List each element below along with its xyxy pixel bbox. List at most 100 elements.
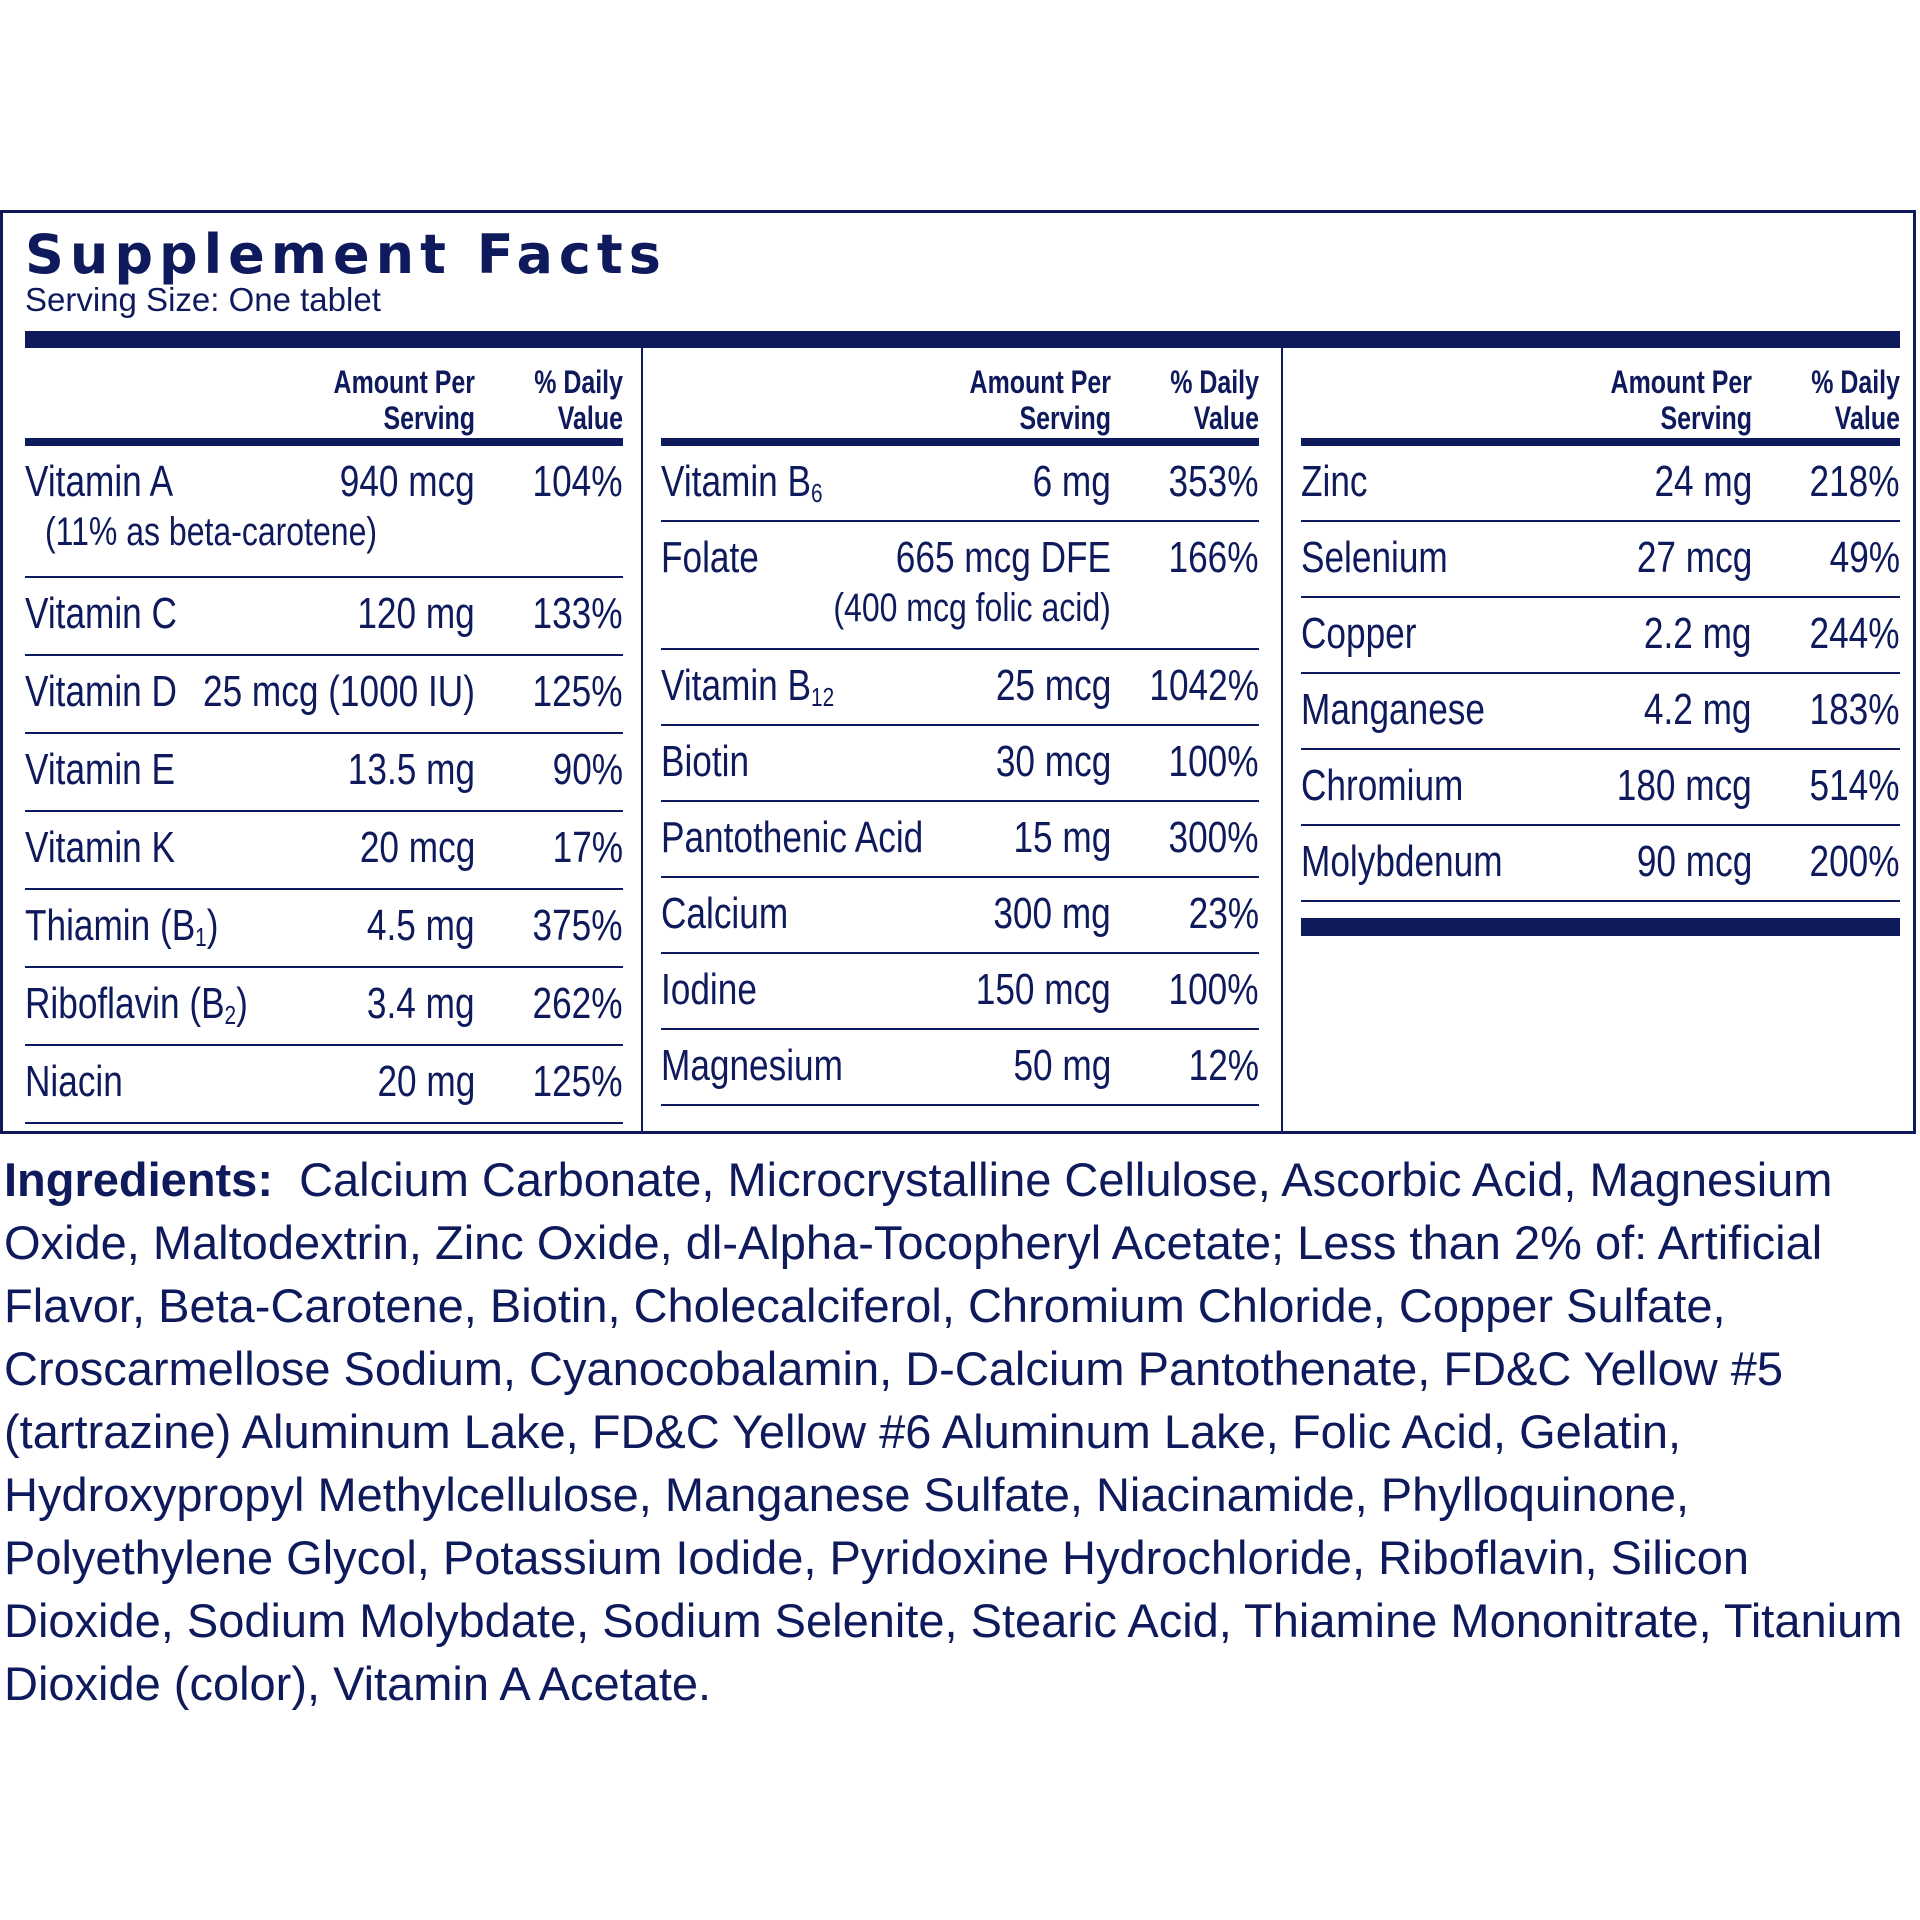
nutrient-amount: 940 mcg: [339, 457, 475, 506]
nutrient-daily-value: 262%: [532, 979, 623, 1028]
nutrient-amount: 20 mg: [377, 1057, 475, 1106]
nutrient-row: Riboflavin (B2) 3.4 mg 262%: [25, 968, 623, 1046]
nutrient-name: Selenium: [1301, 533, 1448, 582]
nutrient-amount: 150 mcg: [975, 965, 1111, 1014]
nutrient-amount: 50 mg: [1013, 1041, 1111, 1090]
nutrient-row: Folate 665 mcg DFE 166% (400 mcg folic acid…: [661, 522, 1259, 650]
nutrient-daily-value: 183%: [1809, 685, 1900, 734]
nutrient-daily-value: 49%: [1829, 533, 1900, 582]
nutrient-daily-value: 100%: [1168, 965, 1259, 1014]
nutrient-name: Molybdenum: [1301, 837, 1503, 886]
nutrient-daily-value: 100%: [1168, 737, 1259, 786]
nutrient-daily-value: 244%: [1809, 609, 1900, 658]
ingredients-list: Calcium Carbonate, Microcrystalline Cell…: [4, 1153, 1903, 1710]
daily-value-header: % Daily Value: [534, 364, 623, 436]
nutrient-amount: 15 mg: [1013, 813, 1111, 862]
nutrient-amount: 3.4 mg: [367, 979, 475, 1028]
nutrient-name: Manganese: [1301, 685, 1485, 734]
nutrient-row: Copper 2.2 mg 244%: [1301, 598, 1900, 674]
nutrient-amount: 90 mcg: [1636, 837, 1752, 886]
nutrient-amount: 180 mcg: [1616, 761, 1752, 810]
nutrient-row: Niacin 20 mg 125%: [25, 1046, 623, 1124]
nutrient-row: Calcium 300 mg 23%: [661, 878, 1259, 954]
nutrient-daily-value: 300%: [1168, 813, 1259, 862]
nutrient-name: Vitamin B12: [661, 661, 835, 713]
header-divider-bar: [661, 438, 1259, 446]
nutrient-note: (11% as beta-carotene): [45, 510, 378, 554]
nutrient-daily-value: 353%: [1168, 457, 1259, 506]
nutrient-name: Chromium: [1301, 761, 1464, 810]
nutrient-daily-value: 1042%: [1149, 661, 1259, 710]
nutrient-row: Magnesium 50 mg 12%: [661, 1030, 1259, 1106]
nutrient-row: Manganese 4.2 mg 183%: [1301, 674, 1900, 750]
nutrient-amount: 25 mcg (1000 IU): [203, 667, 475, 716]
nutrient-amount: 27 mcg: [1636, 533, 1752, 582]
nutrient-name: Copper: [1301, 609, 1417, 658]
supplement-facts-panel: Supplement Facts Serving Size: One table…: [0, 210, 1916, 1134]
daily-value-header: % Daily Value: [1811, 364, 1900, 436]
nutrient-row: Vitamin E 13.5 mg 90%: [25, 734, 623, 812]
nutrient-daily-value: 218%: [1809, 457, 1900, 506]
column-header: Amount Per Serving % Daily Value: [661, 348, 1259, 438]
column-separator: [641, 348, 643, 1134]
nutrient-amount: 4.2 mg: [1644, 685, 1752, 734]
nutrient-note: (400 mcg folic acid): [833, 586, 1111, 630]
nutrient-name: Folate: [661, 533, 759, 582]
serving-size: Serving Size: One tablet: [25, 281, 381, 318]
nutrient-daily-value: 23%: [1188, 889, 1259, 938]
daily-value-header: % Daily Value: [1170, 364, 1259, 436]
nutrient-name: Zinc: [1301, 457, 1368, 506]
nutrient-name: Riboflavin (B2): [25, 979, 248, 1031]
nutrient-name: Iodine: [661, 965, 757, 1014]
nutrient-row: Vitamin B6 6 mg 353%: [661, 446, 1259, 522]
nutrient-daily-value: 125%: [532, 667, 623, 716]
nutrient-amount: 4.5 mg: [367, 901, 475, 950]
ingredients-statement: Ingredients: Calcium Carbonate, Microcry…: [4, 1148, 1904, 1715]
nutrient-row: Vitamin A 940 mcg 104% (11% as beta-caroten…: [25, 446, 623, 578]
nutrient-name: Vitamin D: [25, 667, 177, 716]
nutrient-amount: 20 mcg: [359, 823, 475, 872]
ingredients-label: Ingredients:: [4, 1153, 273, 1206]
amount-header: Amount Per Serving: [969, 364, 1111, 436]
nutrient-name: Vitamin C: [25, 589, 177, 638]
amount-header: Amount Per Serving: [1610, 364, 1752, 436]
nutrient-name: Vitamin K: [25, 823, 175, 872]
nutrient-row: Vitamin K 20 mcg 17%: [25, 812, 623, 890]
nutrient-amount: 300 mg: [993, 889, 1111, 938]
nutrient-daily-value: 514%: [1809, 761, 1900, 810]
nutrient-row: Iodine 150 mcg 100%: [661, 954, 1259, 1030]
nutrient-row: Selenium 27 mcg 49%: [1301, 522, 1900, 598]
nutrient-daily-value: 200%: [1809, 837, 1900, 886]
column-header: Amount Per Serving % Daily Value: [1301, 348, 1900, 438]
column-header: Amount Per Serving % Daily Value: [25, 348, 623, 438]
nutrient-column-3: Amount Per Serving % Daily Value Zinc 24 …: [1301, 348, 1900, 936]
nutrient-amount: 120 mg: [357, 589, 475, 638]
nutrient-amount: 24 mg: [1654, 457, 1752, 506]
nutrient-row: Molybdenum 90 mcg 200%: [1301, 826, 1900, 902]
nutrient-name: Thiamin (B1): [25, 901, 219, 953]
header-divider-bar: [25, 438, 623, 446]
nutrient-daily-value: 125%: [532, 1057, 623, 1106]
nutrient-daily-value: 375%: [532, 901, 623, 950]
nutrient-row: Biotin 30 mcg 100%: [661, 726, 1259, 802]
nutrient-row: Vitamin D 25 mcg (1000 IU) 125%: [25, 656, 623, 734]
nutrient-row: Vitamin C 120 mg 133%: [25, 578, 623, 656]
nutrient-daily-value: 90%: [552, 745, 623, 794]
nutrient-amount: 30 mcg: [995, 737, 1111, 786]
nutrient-name: Biotin: [661, 737, 750, 786]
nutrient-name: Niacin: [25, 1057, 123, 1106]
nutrient-daily-value: 166%: [1168, 533, 1259, 582]
nutrient-name: Calcium: [661, 889, 789, 938]
nutrient-daily-value: 17%: [552, 823, 623, 872]
nutrient-amount: 6 mg: [1032, 457, 1111, 506]
nutrient-row: Vitamin B12 25 mcg 1042%: [661, 650, 1259, 726]
nutrient-name: Vitamin E: [25, 745, 175, 794]
nutrient-row: Zinc 24 mg 218%: [1301, 446, 1900, 522]
nutrient-name: Vitamin B6: [661, 457, 823, 509]
nutrient-daily-value: 133%: [532, 589, 623, 638]
nutrient-amount: 2.2 mg: [1644, 609, 1752, 658]
nutrient-amount: 665 mcg DFE: [895, 533, 1111, 582]
nutrient-row: Pantothenic Acid 15 mg 300%: [661, 802, 1259, 878]
nutrient-daily-value: 12%: [1188, 1041, 1259, 1090]
nutrient-row: Chromium 180 mcg 514%: [1301, 750, 1900, 826]
